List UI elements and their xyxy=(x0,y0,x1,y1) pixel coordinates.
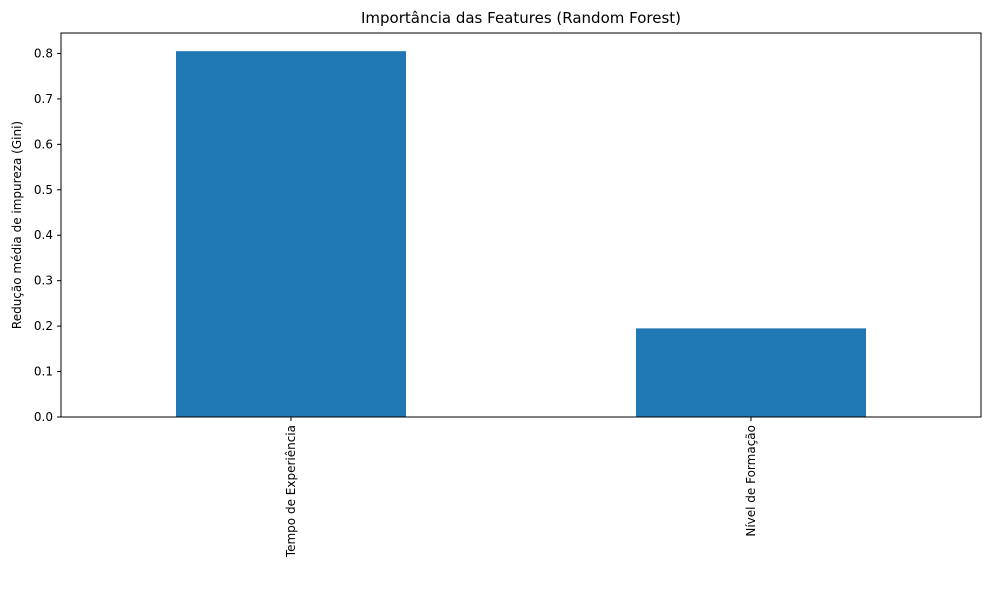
bar-1 xyxy=(636,328,866,417)
x-axis-ticks: Tempo de Experiência Nível de Formação xyxy=(284,417,758,558)
y-tick-label-8: 0.8 xyxy=(34,46,53,60)
y-axis-label: Redução média de impureza (Gini) xyxy=(10,121,24,329)
y-tick-label-2: 0.2 xyxy=(34,319,53,333)
bars-layer xyxy=(176,51,866,418)
y-tick-label-4: 0.4 xyxy=(34,228,53,242)
y-tick-label-7: 0.7 xyxy=(34,92,53,106)
x-tick-label-0: Tempo de Experiência xyxy=(284,425,298,558)
plot-area-frame xyxy=(60,32,982,418)
y-tick-label-5: 0.5 xyxy=(34,183,53,197)
y-tick-label-6: 0.6 xyxy=(34,137,53,151)
chart-title: Importância das Features (Random Forest) xyxy=(361,9,681,27)
y-tick-label-0: 0.0 xyxy=(34,410,53,424)
y-axis-ticks: 0.0 0.1 0.2 0.3 0.4 0.5 0.6 0.7 0.8 xyxy=(34,46,61,424)
y-tick-label-1: 0.1 xyxy=(34,365,53,379)
bar-0 xyxy=(176,51,406,418)
x-tick-label-1: Nível de Formação xyxy=(744,425,758,537)
y-tick-label-3: 0.3 xyxy=(34,274,53,288)
